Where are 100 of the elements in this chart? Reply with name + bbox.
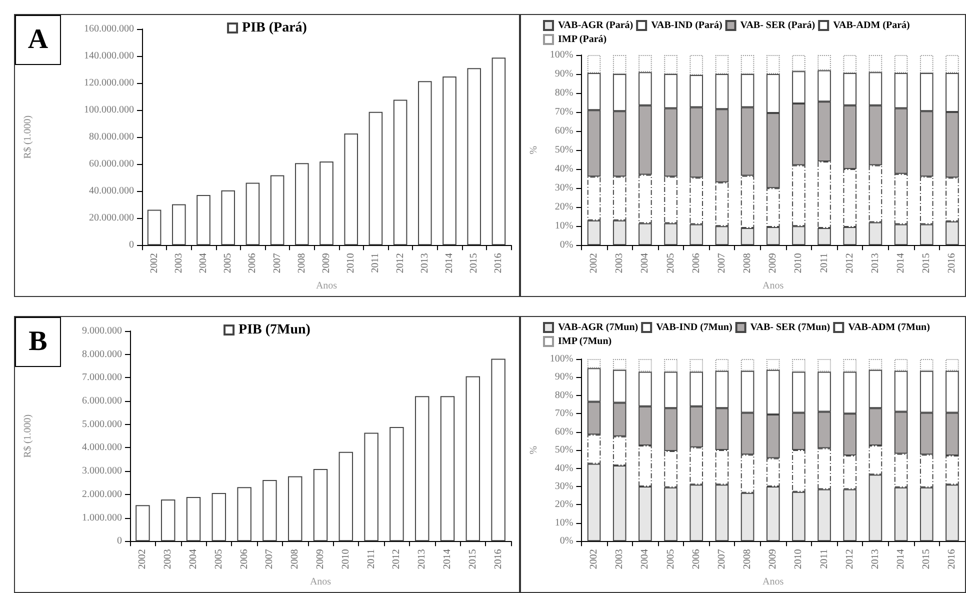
y-tick-label: 40% bbox=[554, 164, 574, 175]
y-tick-label: 140.000.000 bbox=[84, 50, 134, 62]
y-tick-label: 3.000.000 bbox=[82, 466, 122, 477]
x-tick-label: 2015 bbox=[468, 253, 480, 274]
y-tick-label: 10% bbox=[554, 220, 574, 232]
x-tick-label: 2011 bbox=[370, 253, 382, 273]
x-tick-label: 2009 bbox=[768, 549, 779, 570]
bar bbox=[237, 487, 252, 542]
bar bbox=[368, 112, 383, 246]
bar bbox=[390, 426, 404, 542]
x-tick-label: 2010 bbox=[340, 549, 352, 570]
x-tick-label: 2016 bbox=[493, 253, 504, 274]
y-tick-label: 30% bbox=[554, 182, 574, 194]
x-tick-label: 2002 bbox=[588, 253, 600, 274]
x-tick-label: 2009 bbox=[315, 549, 326, 570]
legend-label: VAB-IND (7Mun) bbox=[656, 322, 732, 333]
x-tick-label: 2004 bbox=[640, 549, 651, 570]
legend-label: VAB- SER (Pará) bbox=[740, 20, 816, 31]
bar bbox=[270, 175, 284, 246]
y-tick-label: 90% bbox=[554, 68, 574, 80]
x-tick-label: 2012 bbox=[844, 549, 856, 570]
bar bbox=[295, 163, 309, 246]
y-tick-label: 50% bbox=[554, 144, 574, 156]
bar bbox=[491, 358, 506, 542]
y-tick-label: 80.000.000 bbox=[89, 132, 134, 143]
bar bbox=[344, 134, 358, 246]
y-axis-title: R$ (1.000) bbox=[22, 414, 34, 458]
y-tick-label: 100% bbox=[550, 50, 574, 60]
bar bbox=[212, 493, 226, 542]
x-tick-label: 2013 bbox=[870, 549, 881, 570]
bar bbox=[414, 396, 430, 542]
x-tick-label: 2009 bbox=[321, 253, 332, 274]
text: B bbox=[15, 317, 61, 367]
y-tick-label: 40.000.000 bbox=[89, 186, 134, 197]
x-tick-label: 2015 bbox=[921, 253, 932, 274]
legend-label: PIB (7Mun) bbox=[238, 322, 311, 338]
x-tick-label: 2003 bbox=[614, 253, 626, 274]
x-tick-label: 2007 bbox=[264, 549, 276, 570]
bar bbox=[320, 161, 334, 246]
x-tick-label: 2007 bbox=[272, 253, 283, 274]
y-tick-label: 9.000.000 bbox=[82, 326, 122, 336]
x-tick-label: 2010 bbox=[793, 253, 804, 274]
x-tick-label: 2006 bbox=[690, 253, 702, 274]
x-tick-label: 2016 bbox=[492, 549, 504, 570]
y-tick-label: 70% bbox=[554, 106, 574, 118]
x-tick-label: 2008 bbox=[296, 253, 308, 274]
legend-label: VAB-AGR (Pará) bbox=[558, 20, 634, 31]
legend-label: VAB-ADM (7Mun) bbox=[848, 322, 930, 333]
x-tick-label: 2003 bbox=[162, 549, 174, 570]
bar bbox=[262, 480, 277, 542]
x-tick-label: 2012 bbox=[844, 253, 856, 274]
y-tick-label: 6.000.000 bbox=[82, 396, 122, 407]
y-tick-label: 10% bbox=[554, 517, 574, 528]
legend-label: VAB-IND (Pará) bbox=[651, 20, 722, 31]
x-tick-label: 2003 bbox=[173, 253, 184, 274]
x-tick-label: 2016 bbox=[946, 253, 958, 274]
y-tick-label: 50% bbox=[554, 444, 574, 456]
y-tick-label: 120.000.000 bbox=[84, 78, 134, 89]
bar bbox=[466, 376, 480, 542]
x-tick-label: 2010 bbox=[346, 253, 357, 274]
bar bbox=[246, 182, 260, 246]
y-tick-label: 80% bbox=[554, 88, 574, 99]
y-tick-label: 7.000.000 bbox=[82, 372, 122, 384]
x-tick-label: 2014 bbox=[896, 549, 907, 570]
x-tick-label: 2012 bbox=[394, 253, 406, 274]
legend-label: PIB (Pará) bbox=[242, 20, 308, 36]
x-tick-label: 2006 bbox=[690, 549, 702, 570]
y-tick-label: 40% bbox=[554, 462, 574, 474]
bar bbox=[313, 468, 328, 542]
legend-label: VAB- SER (7Mun) bbox=[750, 322, 830, 333]
x-tick-label: 2015 bbox=[467, 549, 478, 570]
x-tick-label: 2013 bbox=[419, 253, 430, 274]
x-tick-label: 2005 bbox=[213, 549, 224, 570]
x-tick-label: 2014 bbox=[444, 253, 455, 274]
text: A bbox=[15, 15, 61, 65]
bar bbox=[338, 452, 354, 542]
bar bbox=[467, 68, 481, 246]
y-tick-label: 90% bbox=[554, 372, 574, 383]
bar bbox=[221, 190, 235, 246]
x-tick-label: 2011 bbox=[366, 549, 377, 569]
y-tick-label: 100% bbox=[550, 354, 574, 364]
x-axis-title: Anos bbox=[762, 576, 784, 588]
y-tick-label: 30% bbox=[554, 480, 574, 492]
x-axis-title: Anos bbox=[762, 280, 784, 292]
y-tick-label: 0% bbox=[560, 240, 574, 251]
y-tick-label: 20% bbox=[554, 499, 574, 510]
bar bbox=[160, 500, 176, 542]
bar bbox=[442, 76, 456, 246]
x-tick-label: 2004 bbox=[640, 253, 651, 274]
x-tick-label: 2005 bbox=[222, 253, 234, 274]
bar bbox=[492, 58, 506, 246]
y-tick-label: 0 bbox=[117, 536, 122, 547]
x-tick-label: 2005 bbox=[665, 253, 676, 274]
y-tick-label: 4.000.000 bbox=[82, 442, 122, 454]
bar bbox=[172, 204, 186, 246]
bar bbox=[364, 432, 378, 542]
x-tick-label: 2007 bbox=[716, 253, 728, 274]
x-tick-label: 2003 bbox=[614, 549, 626, 570]
x-tick-label: 2005 bbox=[665, 549, 676, 570]
legend-label: IMP (7Mun) bbox=[558, 336, 612, 347]
